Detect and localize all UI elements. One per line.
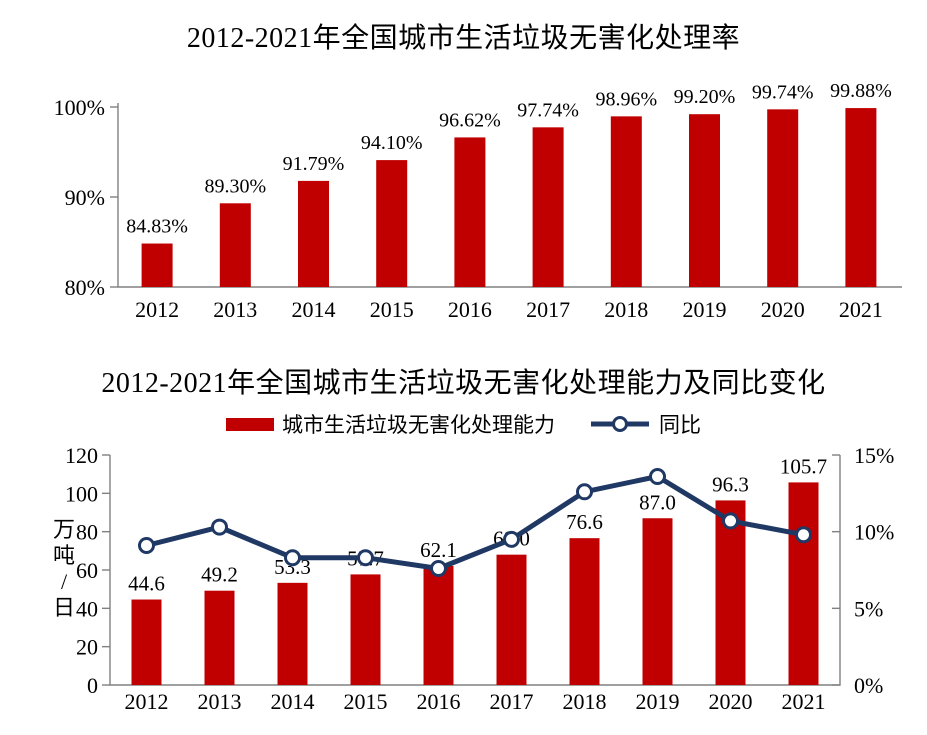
left-axis-unit-label: 吨 [53,543,75,568]
capacity-data-label: 76.6 [566,510,603,534]
rate-data-label: 96.62% [439,109,501,131]
capacity-bar [131,599,162,685]
right-tick-label: 0% [854,673,883,698]
chart2-title: 2012-2021年全国城市生活垃圾无害化处理能力及同比变化 [101,368,826,399]
legend-item-capacity: 城市生活垃圾无害化处理能力 [226,409,555,439]
year-label: 2015 [370,297,414,322]
left-tick-label: 60 [76,558,98,583]
yoy-line-marker [357,549,374,567]
year-label: 2021 [782,689,826,714]
line-legend-swatch [591,416,649,432]
rate-data-label: 99.74% [752,81,814,103]
capacity-data-label: 44.6 [128,572,165,596]
year-label: 2021 [839,297,883,322]
capacity-bar [788,482,819,685]
rate-bar [610,116,642,287]
yoy-line-marker [284,549,301,567]
y-tick-label: 90% [65,185,105,210]
right-tick-label: 10% [854,520,894,545]
chart2-legend: 城市生活垃圾无害化处理能力 同比 [0,410,927,438]
yoy-line-marker [795,526,812,544]
rate-data-label: 84.83% [126,216,188,238]
legend-capacity-label: 城市生活垃圾无害化处理能力 [282,413,555,437]
left-tick-label: 100 [65,481,98,506]
yoy-line-marker [576,483,593,501]
rate-bar [767,109,799,287]
year-label: 2013 [213,297,257,322]
year-label: 2020 [709,689,753,714]
left-axis-unit-label: 日 [53,595,75,620]
capacity-bar [204,590,235,685]
year-label: 2016 [448,297,492,322]
rate-bar [689,114,720,287]
rate-bar [219,203,251,287]
year-label: 2017 [526,297,570,322]
left-tick-label: 80 [76,520,98,545]
rate-bar [454,137,486,287]
capacity-data-label: 62.1 [420,538,457,562]
yoy-line-marker [138,536,155,554]
bar-legend-swatch [226,417,274,431]
rate-bar [532,127,564,287]
capacity-bar [569,538,600,685]
legend-yoy-label: 同比 [659,413,701,437]
capacity-data-label: 87.0 [639,490,676,514]
rate-bar [376,160,408,287]
capacity-bar [715,500,746,685]
year-label: 2015 [344,689,388,714]
rate-bar [141,243,173,287]
year-label: 2014 [271,689,315,714]
rate-data-label: 89.30% [204,175,266,197]
left-tick-label: 0 [87,673,98,698]
chart1-canvas: 100% 90% 80% 84.83% 2012 89.30% 2013 91.79% 2014… [54,80,902,322]
capacity-data-label: 49.2 [201,563,238,587]
left-tick-label: 40 [76,596,98,621]
year-label: 2018 [563,689,607,714]
yoy-line-marker [722,512,739,530]
yoy-line-marker [211,518,228,536]
yoy-line-marker [503,530,520,548]
right-tick-label: 15% [854,445,894,468]
capacity-data-label: 96.3 [712,472,749,496]
year-label: 2018 [604,297,648,322]
right-tick-label: 5% [854,596,883,621]
year-label: 2017 [490,689,534,714]
capacity-bar [642,518,673,685]
year-label: 2019 [636,689,680,714]
capacity-data-label: 105.7 [780,454,827,478]
rate-data-label: 99.20% [674,86,736,108]
year-label: 2019 [683,297,727,322]
rate-data-label: 94.10% [361,132,423,154]
year-label: 2012 [135,297,179,322]
y-tick-label: 80% [65,275,105,300]
capacity-bar [350,574,381,685]
yoy-line-marker [430,559,447,577]
left-tick-label: 120 [65,445,98,468]
year-label: 2020 [761,297,805,322]
capacity-bar [423,565,454,685]
year-label: 2013 [198,689,242,714]
rate-data-label: 98.96% [595,88,657,110]
year-label: 2012 [125,689,169,714]
year-label: 2016 [417,689,461,714]
rate-data-label: 91.79% [283,153,345,175]
rate-data-label: 97.74% [517,99,579,121]
left-tick-label: 20 [76,635,98,660]
yoy-line [144,474,806,571]
left-axis-unit-label: / [61,569,68,594]
rate-bar [298,180,329,287]
y-tick-label: 100% [54,95,105,120]
legend-item-yoy: 同比 [589,409,701,439]
chart2-canvas: 0 20 40 60 80 100 120 15% 10% 5% 0% 万吨/日 44.6 2012 49.… [53,445,894,714]
yoy-line-marker [649,467,666,485]
rate-data-label: 99.88% [830,80,892,102]
capacity-bar [496,554,527,685]
rate-bar [845,108,877,287]
left-axis-unit-label: 万 [53,517,75,542]
chart1-title: 2012-2021年全国城市生活垃圾无害化处理率 [186,23,741,54]
year-label: 2014 [292,297,336,322]
capacity-bar [277,582,308,685]
